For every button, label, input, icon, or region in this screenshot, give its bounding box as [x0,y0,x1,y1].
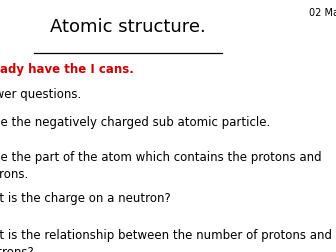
Text: 02 Ma: 02 Ma [309,8,336,18]
Text: Name the negatively charged sub atomic particle.: Name the negatively charged sub atomic p… [0,116,270,129]
Text: What is the relationship between the number of protons and
electrons?: What is the relationship between the num… [0,229,332,252]
Text: Answer questions.: Answer questions. [0,88,81,101]
Text: What is the charge on a neutron?: What is the charge on a neutron? [0,192,171,205]
Text: Already have the I cans.: Already have the I cans. [0,63,134,76]
Text: Atomic structure.: Atomic structure. [50,18,206,36]
Text: Name the part of the atom which contains the protons and
neutrons.: Name the part of the atom which contains… [0,151,322,181]
